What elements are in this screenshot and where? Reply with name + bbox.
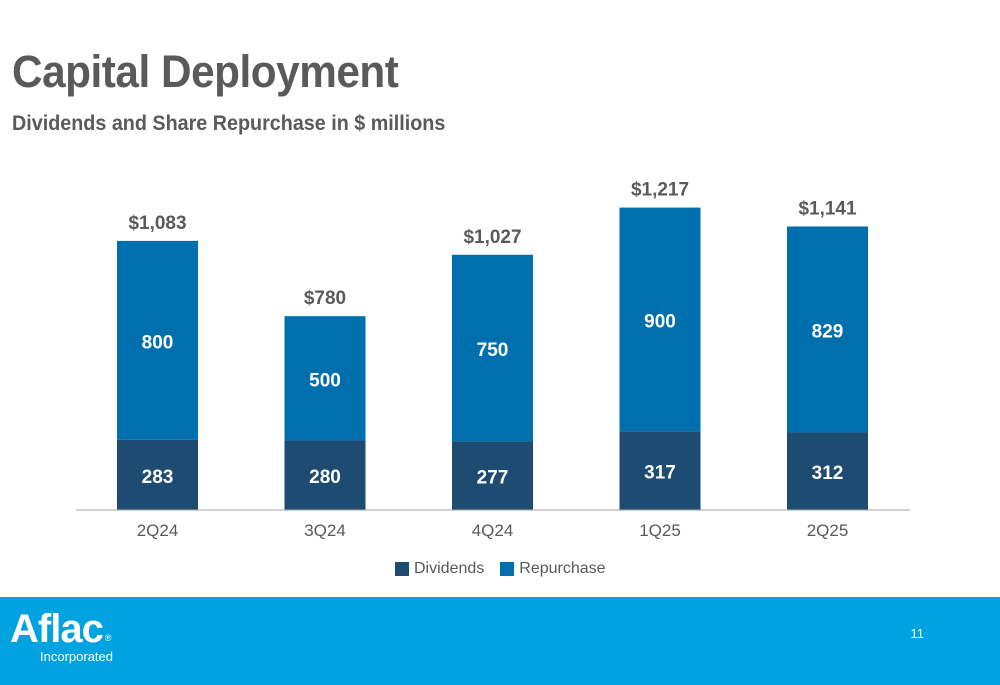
total-label-4q24: $1,027 [463, 227, 521, 248]
bar-label-repurchase-1q25: 900 [644, 311, 676, 332]
logo-registered-mark: ® [104, 633, 112, 643]
x-tick-1q25: 1Q25 [639, 521, 681, 540]
x-tick-4q24: 4Q24 [472, 521, 514, 540]
legend-swatch-dividends [395, 562, 409, 576]
x-tick-2q24: 2Q24 [137, 521, 179, 540]
logo-subtext: Incorporated [40, 649, 113, 664]
legend-label-dividends: Dividends [414, 560, 485, 577]
bar-repurchase-1q25 [619, 207, 701, 432]
total-label-2q25: $1,141 [798, 198, 857, 219]
bar-label-dividends-3q24: 280 [309, 467, 341, 488]
logo-wordmark: Aflac [10, 607, 104, 651]
chart-legend: Dividends Repurchase [395, 560, 606, 578]
total-label-2q24: $1,083 [128, 213, 186, 234]
bar-repurchase-2q25 [787, 226, 868, 433]
bar-dividends-4q24 [452, 441, 533, 510]
bar-label-dividends-4q24: 277 [477, 468, 509, 489]
total-label-3q24: $780 [304, 288, 346, 309]
x-tick-3q24: 3Q24 [304, 521, 346, 540]
aflac-logo: Aflac ® Incorporated [10, 607, 113, 664]
bar-label-dividends-1q25: 317 [644, 463, 676, 484]
legend-swatch-repurchase [500, 562, 515, 576]
legend-item-repurchase: Repurchase [500, 560, 606, 578]
bar-dividends-3q24 [284, 440, 366, 510]
bar-repurchase-4q24 [452, 254, 533, 442]
bar-label-dividends-2q24: 283 [142, 467, 174, 488]
bar-repurchase-2q24 [117, 240, 198, 440]
bar-dividends-1q25 [619, 431, 701, 510]
legend-label-repurchase: Repurchase [519, 560, 606, 577]
total-label-1q25: $1,217 [631, 180, 689, 201]
bar-label-repurchase-3q24: 500 [309, 370, 341, 391]
bar-label-repurchase-4q24: 750 [477, 340, 509, 361]
bar-label-dividends-2q25: 312 [812, 463, 844, 484]
footer-bar: Aflac ® Incorporated 11 [0, 597, 1000, 685]
page-number: 11 [910, 626, 925, 641]
page-title: Capital Deployment [12, 46, 399, 97]
bar-label-repurchase-2q24: 800 [142, 332, 174, 353]
page-subtitle: Dividends and Share Repurchase in $ mill… [12, 112, 446, 135]
bar-dividends-2q25 [787, 432, 868, 510]
x-tick-2q25: 2Q25 [807, 521, 849, 540]
bar-dividends-2q24 [117, 439, 198, 510]
bar-repurchase-3q24 [284, 316, 366, 441]
legend-item-dividends: Dividends [395, 560, 484, 578]
bar-label-repurchase-2q25: 829 [812, 321, 844, 342]
stacked-bar-chart: 283 800 $1,083 2Q24 280 500 $780 3Q24 277 750 $1,0… [76, 180, 910, 540]
